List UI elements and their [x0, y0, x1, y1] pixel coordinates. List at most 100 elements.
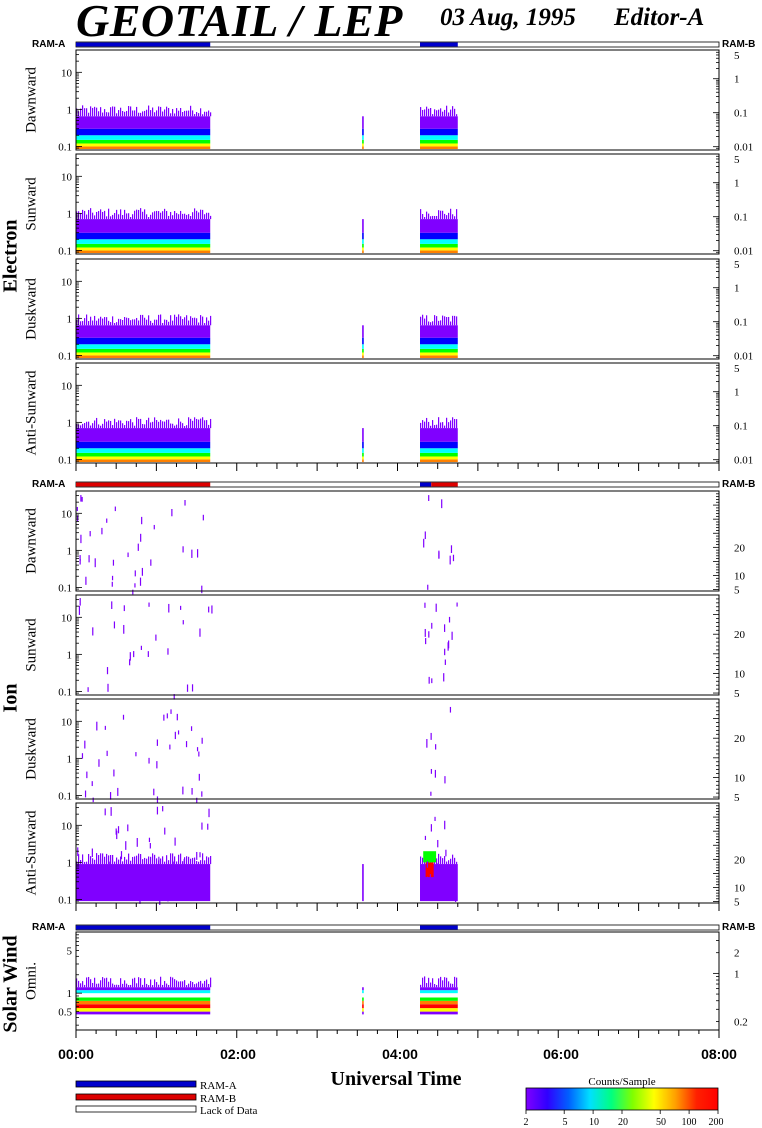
y-tick-label: 1 — [67, 104, 73, 116]
band-edge — [114, 418, 116, 429]
band-edge — [96, 853, 98, 865]
band-edge — [194, 317, 196, 326]
band-stripe — [76, 135, 211, 140]
band-edge — [94, 315, 96, 326]
speckle — [211, 605, 213, 614]
band-edge — [80, 321, 82, 326]
speckle — [85, 576, 87, 585]
speckle — [424, 628, 426, 637]
band-edge — [102, 853, 104, 865]
speckle — [186, 684, 189, 692]
time-ticks-1 — [75, 903, 720, 911]
speckle — [167, 648, 169, 655]
band-edge — [192, 857, 194, 865]
band-edge — [174, 425, 176, 429]
band-stripe — [76, 448, 211, 453]
band-edge — [126, 420, 128, 429]
band-edge — [196, 318, 198, 326]
panel-label-ion-duskward: Duskward — [23, 718, 40, 780]
band-edge — [190, 316, 192, 326]
band-edge — [450, 858, 452, 865]
band-edge — [442, 210, 444, 220]
band-edge — [90, 979, 92, 988]
band-stripe — [76, 987, 211, 991]
y-tick-label: 1 — [67, 988, 73, 1000]
band-edge — [192, 212, 194, 220]
speckle — [423, 538, 425, 548]
band-stripe — [420, 232, 458, 240]
band-stripe — [76, 232, 211, 240]
band-edge — [206, 856, 208, 865]
band-edge — [134, 319, 136, 326]
band-edge — [148, 856, 150, 865]
speckle — [78, 605, 81, 615]
band-edge — [116, 422, 118, 429]
band-edge — [92, 423, 94, 429]
band-stripe — [362, 352, 364, 356]
speckle — [134, 570, 136, 577]
band-stripe — [76, 355, 211, 359]
speckle — [456, 602, 458, 607]
y-tick-label: 1 — [67, 208, 73, 220]
band-edge — [172, 423, 174, 429]
speckle — [96, 721, 98, 731]
speckle — [84, 740, 86, 749]
speckle — [188, 867, 190, 872]
legend-swatch — [75, 1105, 197, 1113]
colorbar-tick-50: 50 — [656, 1117, 666, 1128]
band-stripe — [420, 128, 458, 136]
legend-swatch — [75, 1093, 197, 1101]
speckle — [429, 874, 431, 879]
data-band — [362, 428, 364, 463]
band-edge — [108, 112, 110, 117]
speckle — [156, 806, 159, 815]
band-edge — [450, 420, 452, 429]
band-edge — [444, 109, 446, 117]
right-tick-label: 10 — [734, 668, 746, 680]
speckle — [95, 871, 97, 880]
band-edge — [148, 217, 150, 220]
band-edge — [144, 424, 146, 429]
panel-label-ion-dawnward: Dawnward — [23, 508, 40, 574]
right-tick-label: 0.1 — [734, 212, 748, 224]
band-edge — [132, 319, 134, 326]
band-edge — [136, 209, 138, 220]
band-edge — [200, 315, 202, 326]
speckle — [104, 808, 106, 816]
band-edge — [176, 316, 178, 326]
band-edge — [152, 212, 154, 220]
right-tick-label: 0.01 — [734, 142, 753, 154]
band-edge — [196, 210, 198, 220]
band-edge — [190, 418, 192, 429]
band-stripe — [362, 355, 364, 359]
speckle — [150, 559, 152, 566]
band-edge — [160, 858, 162, 865]
speckle — [444, 659, 446, 665]
speckle — [167, 894, 169, 902]
band-edge — [96, 417, 98, 429]
band-edge — [428, 421, 430, 429]
band-edge — [188, 110, 190, 117]
band-edge — [170, 853, 172, 865]
band-stripe — [76, 1011, 211, 1015]
speckle — [447, 642, 449, 651]
band-edge — [182, 319, 184, 326]
speckle — [147, 651, 149, 657]
speckle — [123, 605, 125, 612]
panel-label-electron-duskward: Duskward — [23, 278, 40, 340]
band-edge — [202, 209, 204, 220]
speckle — [94, 558, 96, 568]
speckle — [113, 621, 116, 629]
band-stripe — [76, 139, 211, 144]
band-edge — [146, 983, 148, 988]
band-edge — [86, 314, 88, 326]
band-edge — [210, 977, 212, 988]
band-core — [425, 862, 434, 878]
y-tick-label: 10 — [61, 67, 73, 79]
band-edge — [148, 985, 150, 988]
right-tick-label: 0.01 — [734, 351, 753, 363]
band-stripe — [362, 1011, 364, 1015]
band-stripe — [362, 864, 364, 902]
band-edge — [206, 317, 208, 326]
speckle — [149, 843, 151, 849]
